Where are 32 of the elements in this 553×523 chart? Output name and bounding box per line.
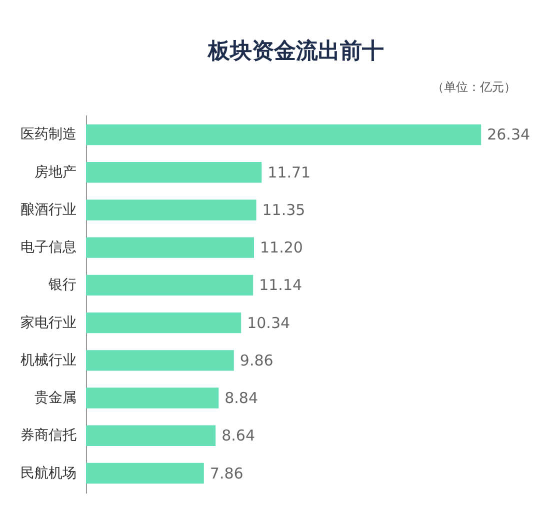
- bar: [86, 388, 219, 408]
- text: （单位：亿元）: [432, 80, 516, 94]
- data-label: 7.86: [210, 464, 244, 482]
- y-tick-label: 银行: [48, 277, 76, 294]
- y-tick-label: 贵金属: [34, 390, 76, 406]
- bar: [86, 237, 254, 258]
- y-tick-label: 房地产: [34, 164, 76, 180]
- data-label: 11.20: [260, 238, 303, 257]
- bar: [86, 124, 482, 146]
- y-tick-label: 家电行业: [20, 314, 76, 331]
- data-label: 9.86: [240, 351, 274, 370]
- y-tick-label: 券商信托: [20, 428, 76, 444]
- y-tick-label: 电子信息: [20, 240, 76, 256]
- data-label: 11.71: [268, 163, 311, 182]
- data-label: 11.14: [259, 276, 302, 294]
- y-tick-label: 酿酒行业: [20, 202, 76, 218]
- data-label: 26.34: [487, 126, 530, 144]
- y-tick-label: 机械行业: [20, 352, 76, 368]
- data-label: 10.34: [247, 314, 290, 332]
- y-tick-label: 民航机场: [20, 465, 76, 482]
- bar: [86, 200, 256, 220]
- data-label: 8.84: [224, 389, 258, 408]
- data-label: 11.35: [262, 200, 306, 219]
- chart-title: 板块资金流出前十: [207, 38, 384, 64]
- bar: [86, 462, 204, 484]
- bar: [86, 274, 254, 296]
- data-label: 8.64: [222, 426, 256, 445]
- bar: [86, 350, 234, 371]
- bar: [86, 312, 242, 334]
- bar: [86, 425, 216, 446]
- bar: [86, 162, 262, 183]
- y-tick-label: 医药制造: [20, 126, 76, 143]
